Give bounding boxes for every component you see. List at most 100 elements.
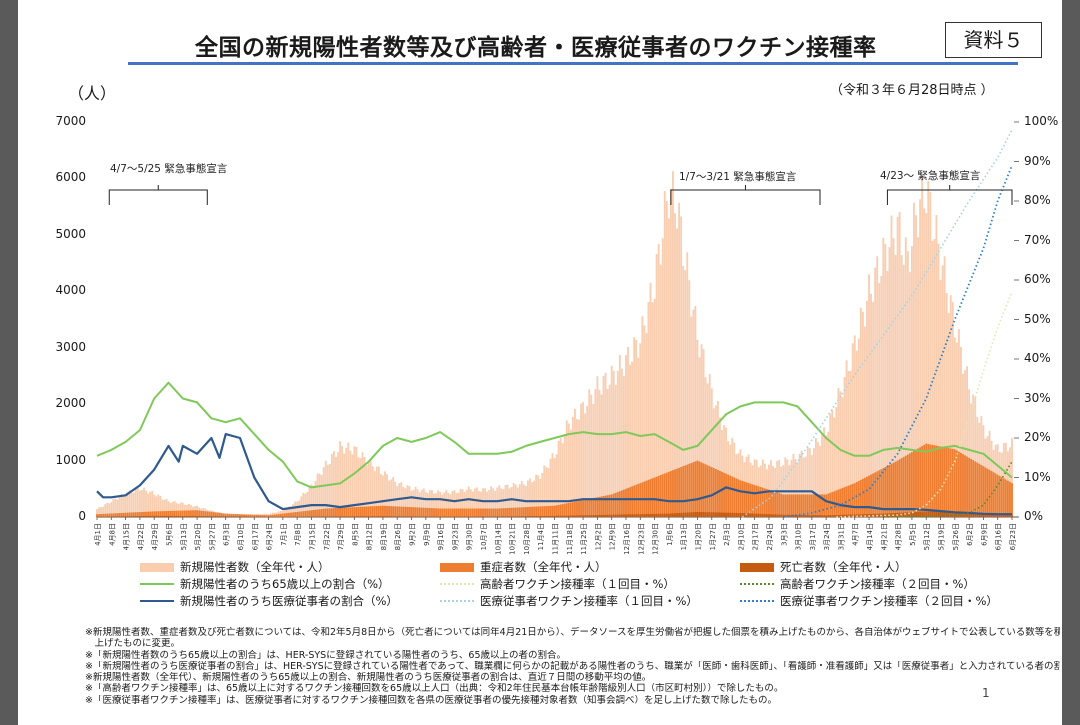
deaths-bar bbox=[353, 516, 356, 517]
deaths-bar bbox=[508, 516, 511, 517]
elderly_share-line bbox=[96, 381, 1013, 489]
cases-bar bbox=[708, 374, 711, 517]
x-tick-label: 11月18日 bbox=[566, 523, 574, 555]
cases-bar bbox=[949, 295, 952, 517]
cases-bar bbox=[770, 460, 772, 517]
severe-bar bbox=[126, 512, 129, 517]
severe-bar bbox=[804, 494, 807, 517]
cases-bar bbox=[316, 473, 319, 517]
cases-bar bbox=[435, 493, 437, 517]
severe-bar bbox=[147, 511, 149, 517]
deaths-bar bbox=[202, 516, 205, 517]
severe-bar bbox=[445, 508, 448, 517]
slide-title: 全国の新規陽性者数等及び高齢者・医療従事者のワクチン接種率 bbox=[195, 35, 877, 61]
footnote-line: ※「新規陽性者のうち医療従事者の割合」は、HER-SYSに登録されている陽性者で… bbox=[85, 660, 1060, 672]
severe-bar bbox=[561, 504, 564, 517]
deaths-bar bbox=[141, 516, 143, 517]
severe-bar bbox=[249, 514, 252, 517]
cases-bar bbox=[551, 453, 554, 517]
cases-bar bbox=[962, 373, 964, 517]
x-tick-label: 12月9日 bbox=[609, 523, 617, 550]
severe-bar bbox=[437, 508, 440, 517]
cases-bar bbox=[118, 497, 121, 517]
cases-bar bbox=[110, 502, 113, 517]
cases-bar bbox=[426, 493, 429, 517]
severe-bar bbox=[945, 447, 948, 517]
emergency-bracket bbox=[670, 189, 821, 205]
deaths-bar bbox=[692, 512, 695, 517]
cases-bar bbox=[449, 494, 452, 517]
x-tick-label: 4月29日 bbox=[151, 523, 159, 550]
deaths-bar bbox=[706, 512, 709, 517]
severe-bar bbox=[273, 514, 276, 517]
severe-bar bbox=[574, 501, 576, 517]
severe-bar bbox=[753, 485, 756, 517]
cases-bar bbox=[398, 483, 401, 517]
deaths-bar bbox=[682, 512, 685, 517]
severe-bar bbox=[220, 513, 223, 517]
left-window-edge bbox=[0, 0, 18, 725]
x-tick-label: 8月5日 bbox=[351, 523, 359, 546]
deaths-bar bbox=[143, 516, 145, 517]
cases-bar bbox=[520, 481, 523, 517]
deaths-bar bbox=[1000, 514, 1003, 517]
cases-bar bbox=[116, 499, 119, 517]
severe-bar bbox=[420, 507, 423, 517]
cases-bar bbox=[98, 507, 100, 517]
cases-bar bbox=[290, 506, 292, 517]
x-tick-label: 4月14日 bbox=[866, 523, 874, 550]
legend-swatch bbox=[740, 583, 774, 585]
severe-bar bbox=[618, 491, 621, 517]
cases-bar bbox=[623, 376, 625, 517]
severe-bar bbox=[960, 452, 962, 517]
deaths-bar bbox=[755, 513, 758, 517]
deaths-bar bbox=[420, 516, 423, 517]
severe-bar bbox=[723, 472, 725, 517]
cases-bar bbox=[428, 490, 431, 517]
cases-bar bbox=[531, 482, 533, 517]
deaths-bar bbox=[978, 513, 981, 517]
severe-bar bbox=[414, 507, 417, 517]
deaths-bar bbox=[990, 514, 993, 517]
cases-bar bbox=[957, 329, 960, 517]
cases-bar bbox=[298, 500, 301, 517]
deaths-bar bbox=[563, 515, 566, 517]
y-tick-label: 3000 bbox=[55, 339, 86, 354]
severe-bar bbox=[808, 494, 811, 517]
cases-bar bbox=[96, 509, 98, 517]
severe-bar bbox=[122, 512, 125, 517]
y2-tick-label: 100% bbox=[1024, 114, 1059, 128]
legend-label: 死亡者数（全年代・人） bbox=[780, 560, 907, 574]
deaths-bar bbox=[214, 516, 217, 517]
deaths-bar bbox=[484, 516, 486, 517]
cases-bar bbox=[645, 333, 648, 517]
deaths-bar bbox=[821, 515, 823, 517]
severe-bar bbox=[206, 511, 209, 517]
deaths-bar bbox=[506, 516, 509, 517]
cases-bar bbox=[377, 466, 380, 517]
x-tick-label: 6月16日 bbox=[995, 523, 1003, 550]
deaths-bar bbox=[377, 516, 380, 517]
severe-bar bbox=[257, 514, 260, 517]
deaths-bar bbox=[571, 515, 574, 517]
severe-bar bbox=[504, 508, 507, 517]
severe-bar bbox=[810, 494, 813, 517]
severe-bar bbox=[743, 481, 746, 517]
cases-bar bbox=[369, 459, 372, 517]
severe-bar bbox=[578, 500, 580, 517]
severe-bar bbox=[747, 483, 750, 517]
deaths-bar bbox=[802, 515, 805, 517]
severe-bar bbox=[431, 508, 433, 517]
severe-bar bbox=[255, 514, 258, 517]
cases-bar bbox=[665, 201, 668, 517]
cases-bar bbox=[690, 316, 693, 517]
cases-bar bbox=[484, 488, 486, 517]
deaths-bar bbox=[698, 511, 701, 517]
deaths-bar bbox=[187, 516, 190, 517]
severe-bar bbox=[408, 507, 411, 517]
deaths-bar bbox=[770, 514, 772, 517]
severe-bar bbox=[461, 508, 464, 517]
y-tick-label: 6000 bbox=[55, 170, 86, 185]
severe-bar bbox=[704, 464, 707, 517]
severe-bar bbox=[876, 471, 879, 517]
